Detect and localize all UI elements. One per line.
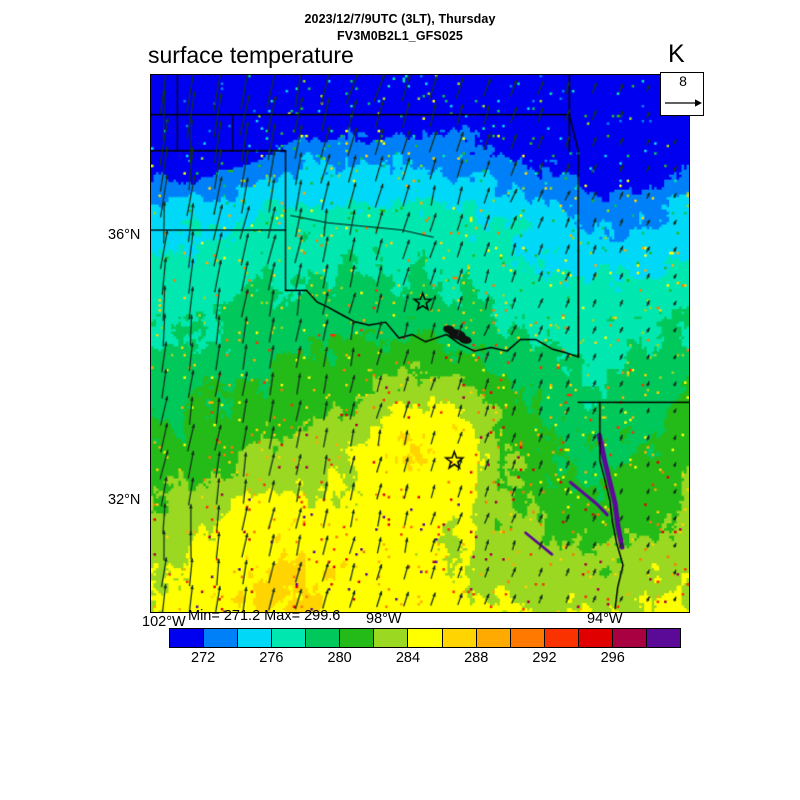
colorbar-tick-284: 284 <box>395 650 421 666</box>
colorbar-segment-6 <box>374 629 409 647</box>
map-plot-area[interactable] <box>150 74 690 613</box>
colorbar-segment-4 <box>306 629 341 647</box>
forecast-valid-time: 2023/12/7/9UTC (3LT), Thursday <box>304 12 496 26</box>
colorbar-segment-5 <box>340 629 375 647</box>
colorbar-segment-13 <box>612 629 647 647</box>
temperature-heatmap-canvas <box>151 75 689 612</box>
axis-label-lon-102w: 102°W <box>142 614 186 630</box>
page-title: surface temperature <box>148 42 354 68</box>
colorbar-segment-11 <box>544 629 579 647</box>
axis-label-lat-36n: 36°N <box>108 227 141 243</box>
wind-vector-arrow-icon <box>665 99 702 107</box>
colorbar-tick-labels: 272 276 280 284 288 292 296 <box>169 650 681 670</box>
colorbar-tick-276: 276 <box>259 650 284 666</box>
colorbar-tick-280: 280 <box>327 650 352 666</box>
colorbar-segment-7 <box>408 629 443 647</box>
colorbar-tick-288: 288 <box>464 650 489 666</box>
colorbar-segment-12 <box>578 629 613 647</box>
axis-label-lat-32n: 32°N <box>108 492 141 508</box>
wind-vector-reference-key: 8 <box>660 72 704 116</box>
colorbar-segment-2 <box>238 629 273 647</box>
units-label: K <box>668 40 685 68</box>
colorbar-segment-9 <box>476 629 511 647</box>
colorbar-segment-14 <box>646 629 680 647</box>
model-run-label: FV3M0B2L1_GFS025 <box>337 29 463 43</box>
colorbar-segment-3 <box>272 629 307 647</box>
colorbar-tick-296: 296 <box>600 650 625 666</box>
colorbar-segment-10 <box>510 629 545 647</box>
colorbar-tick-272: 272 <box>191 650 216 666</box>
min-max-readout: Min= 271.2 Max= 299.6 <box>188 608 341 624</box>
colorbar-segment-0 <box>170 629 205 647</box>
axis-label-lon-94w: 94°W <box>587 611 623 627</box>
colorbar-segment-1 <box>204 629 239 647</box>
temperature-colorbar <box>169 628 681 648</box>
vector-key-magnitude: 8 <box>679 73 687 89</box>
colorbar-segment-8 <box>442 629 477 647</box>
axis-label-lon-98w: 98°W <box>366 611 402 627</box>
colorbar-tick-292: 292 <box>532 650 557 666</box>
